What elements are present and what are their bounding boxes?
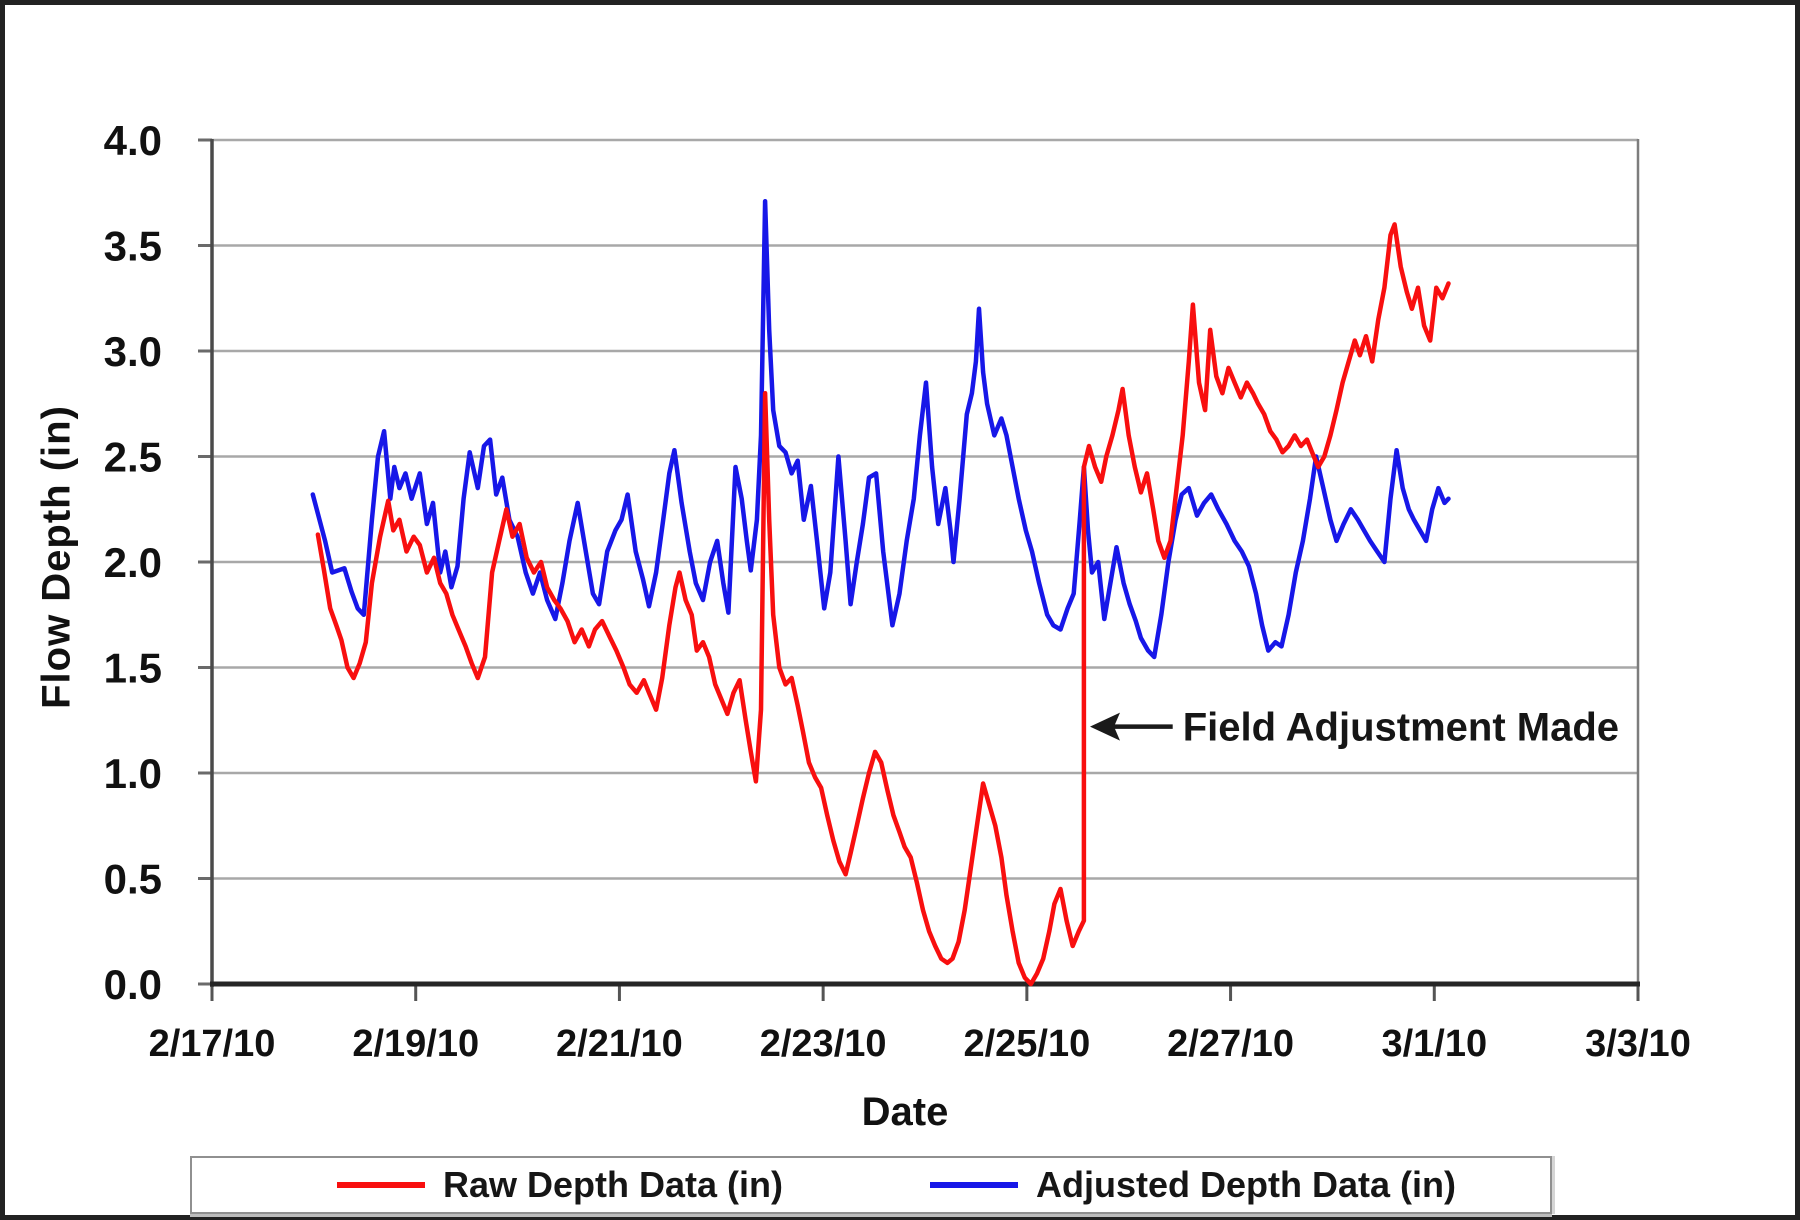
x-tick-label: 3/1/10: [1381, 1023, 1487, 1065]
raw-depth-line: [315, 222, 1451, 987]
y-tick-label: 1.0: [104, 750, 162, 797]
y-tick-label: 2.0: [104, 539, 162, 586]
y-tick-label: 3.0: [104, 328, 162, 375]
legend-label-raw: Raw Depth Data (in): [443, 1164, 784, 1205]
x-tick-label: 2/25/10: [963, 1023, 1090, 1065]
legend-box: Raw Depth Data (in) Adjusted Depth Data …: [190, 1156, 1552, 1214]
x-axis-title: Date: [861, 1090, 949, 1134]
x-tick-label: 2/21/10: [556, 1023, 683, 1065]
legend-item-raw: Raw Depth Data (in): [337, 1158, 783, 1212]
annotation-text: Field Adjustment Made: [1183, 706, 1619, 750]
legend-label-adjusted: Adjusted Depth Data (in): [1036, 1164, 1456, 1205]
x-tick-label: 2/27/10: [1167, 1023, 1294, 1065]
y-tick-label: 4.0: [104, 117, 162, 164]
y-axis-title: Flow Depth (in): [34, 405, 79, 709]
x-tick-label: 2/19/10: [352, 1023, 479, 1065]
legend-item-adjusted: Adjusted Depth Data (in): [930, 1158, 1456, 1212]
y-tick-label: 1.5: [104, 645, 162, 692]
y-tick-label: 0.0: [104, 961, 162, 1008]
adjusted-depth-line: [310, 198, 1451, 660]
x-tick-label: 2/17/10: [149, 1023, 276, 1065]
annotation-arrowhead: [1090, 712, 1121, 741]
y-tick-label: 3.5: [104, 223, 162, 270]
x-tick-label: 3/3/10: [1585, 1023, 1691, 1065]
y-tick-label: 0.5: [104, 856, 162, 903]
y-tick-label: 2.5: [104, 434, 162, 481]
adjusted-series-swatch: [930, 1182, 1018, 1188]
raw-series-swatch: [337, 1182, 425, 1188]
x-tick-label: 2/23/10: [760, 1023, 887, 1065]
